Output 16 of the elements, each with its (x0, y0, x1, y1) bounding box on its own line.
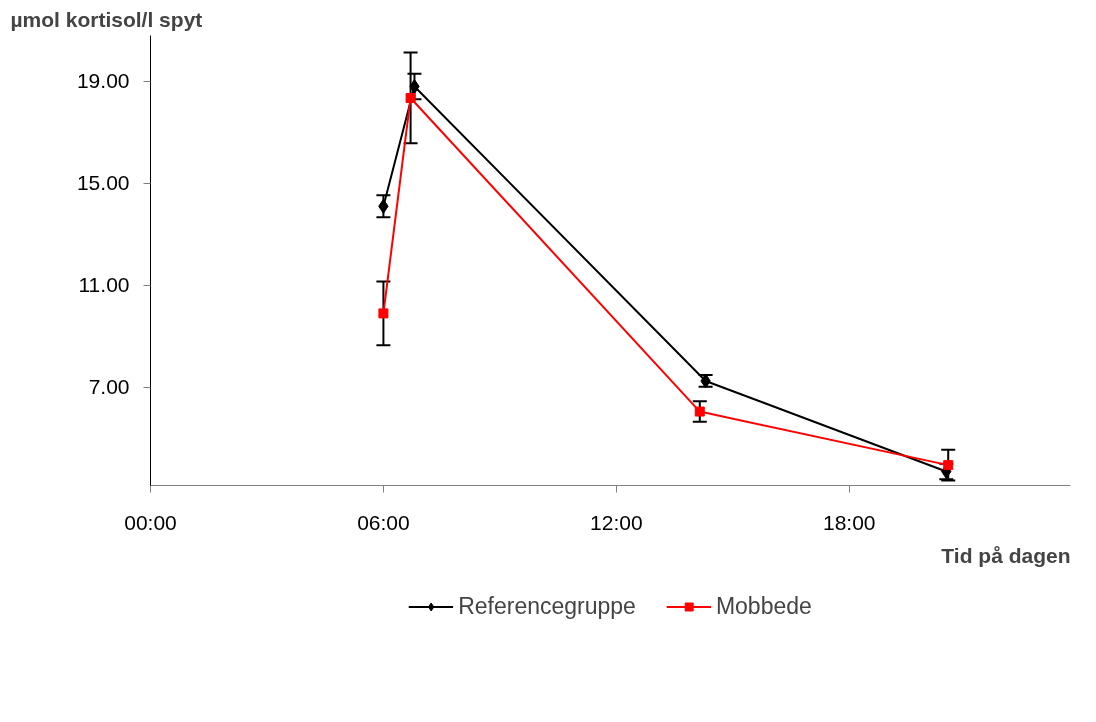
y-tick-label: 15.00 (76, 171, 130, 195)
y-axis-title: µmol kortisol/l spyt (10, 7, 203, 31)
point (405, 92, 416, 103)
x-tick-label: 18:00 (822, 510, 876, 534)
x-tick-label: 00:00 (124, 510, 177, 534)
legend-label: Mobbede (715, 592, 812, 620)
x-tick-label: 06:00 (357, 510, 410, 534)
y-tick-label: 11.00 (78, 273, 130, 297)
x-tick-label: 12:00 (590, 510, 643, 534)
point (694, 406, 705, 417)
legend-label: Referencegruppe (458, 592, 636, 620)
x-axis-title: Tid på dagen (941, 543, 1071, 567)
y-tick-label: 7.00 (88, 375, 130, 399)
point (943, 460, 954, 471)
y-tick-label: 19.00 (76, 69, 130, 93)
point (378, 308, 389, 319)
